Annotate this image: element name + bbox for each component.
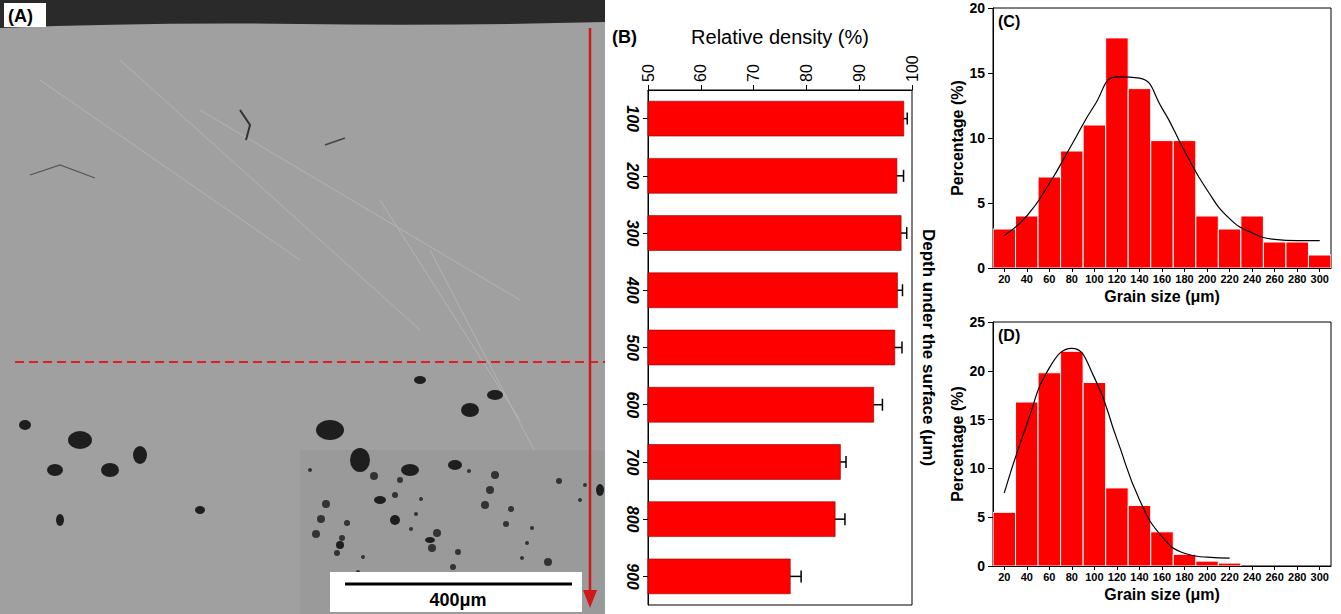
svg-text:120: 120 [1108,571,1126,583]
svg-text:160: 160 [1153,571,1171,583]
svg-text:20: 20 [998,571,1010,583]
svg-text:280: 280 [1288,571,1306,583]
svg-text:100: 100 [624,105,641,132]
svg-text:140: 140 [1130,273,1148,285]
svg-text:900: 900 [624,563,641,590]
svg-text:90: 90 [851,64,868,82]
svg-text:Depth under the surface (μm): Depth under the surface (μm) [919,229,938,466]
svg-text:120: 120 [1108,273,1126,285]
svg-text:(C): (C) [998,13,1020,30]
svg-text:200: 200 [1198,273,1216,285]
svg-text:220: 220 [1220,273,1238,285]
svg-text:100: 100 [904,55,921,82]
svg-text:60: 60 [1043,273,1055,285]
svg-text:20: 20 [969,363,985,379]
svg-text:140: 140 [1130,571,1148,583]
svg-text:280: 280 [1288,273,1306,285]
svg-text:(A): (A) [8,6,33,26]
svg-text:(B): (B) [612,27,637,47]
svg-text:600: 600 [624,391,641,418]
svg-text:240: 240 [1243,273,1261,285]
svg-text:5: 5 [977,509,985,525]
svg-text:160: 160 [1153,273,1171,285]
svg-text:40: 40 [1021,571,1033,583]
svg-text:Grain size (μm): Grain size (μm) [1104,586,1220,603]
svg-text:Relative density (%): Relative density (%) [691,26,869,48]
svg-text:5: 5 [977,195,985,211]
svg-text:400μm: 400μm [429,590,486,610]
svg-text:0: 0 [977,260,985,276]
svg-text:100: 100 [1085,571,1103,583]
svg-text:400: 400 [624,276,641,304]
svg-text:20: 20 [998,273,1010,285]
svg-text:70: 70 [745,64,762,82]
svg-text:300: 300 [624,220,641,247]
svg-text:25: 25 [969,314,985,330]
svg-text:800: 800 [624,506,641,533]
svg-text:Grain size (μm): Grain size (μm) [1104,288,1220,305]
svg-text:40: 40 [1021,273,1033,285]
svg-text:0: 0 [977,558,985,574]
svg-text:300: 300 [1311,273,1329,285]
svg-text:15: 15 [969,65,985,81]
svg-text:80: 80 [798,64,815,82]
svg-text:180: 180 [1175,571,1193,583]
svg-text:60: 60 [1043,571,1055,583]
svg-text:240: 240 [1243,571,1261,583]
svg-text:20: 20 [969,0,985,16]
svg-text:Percentage (%): Percentage (%) [949,386,966,502]
svg-text:80: 80 [1066,571,1078,583]
svg-text:700: 700 [624,449,641,476]
svg-text:10: 10 [969,460,985,476]
svg-text:180: 180 [1175,273,1193,285]
svg-text:500: 500 [624,334,641,361]
svg-text:80: 80 [1066,273,1078,285]
svg-text:60: 60 [692,64,709,82]
svg-text:(D): (D) [998,327,1020,344]
svg-text:200: 200 [1198,571,1216,583]
svg-text:15: 15 [969,412,985,428]
svg-text:50: 50 [640,64,657,82]
svg-text:260: 260 [1265,273,1283,285]
svg-text:100: 100 [1085,273,1103,285]
svg-text:Percentage (%): Percentage (%) [949,80,966,196]
svg-text:260: 260 [1265,571,1283,583]
svg-text:10: 10 [969,130,985,146]
svg-text:220: 220 [1220,571,1238,583]
svg-text:300: 300 [1311,571,1329,583]
svg-text:200: 200 [624,161,641,189]
